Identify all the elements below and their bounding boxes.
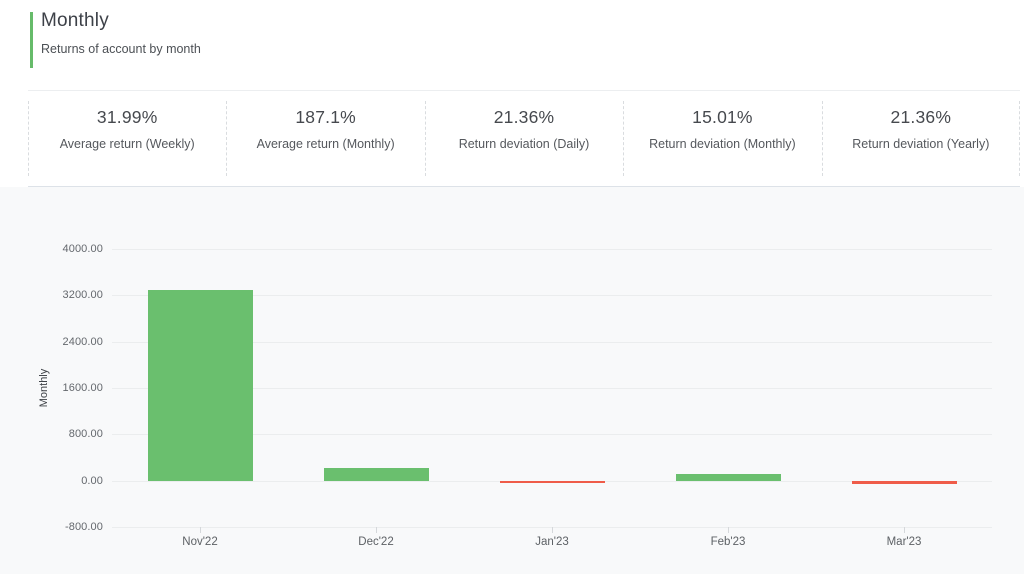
x-axis-tick — [552, 526, 553, 533]
stat-card: 187.1% Average return (Monthly) — [226, 91, 424, 186]
x-axis-category-label: Dec'22 — [358, 535, 394, 548]
stat-value: 187.1% — [295, 107, 356, 127]
y-axis-tick-label: 1600.00 — [62, 381, 103, 394]
chart-section: Monthly 4000.00 3200.00 2400.00 1600.00 800.… — [0, 187, 1024, 574]
stat-label: Return deviation (Yearly) — [852, 137, 990, 151]
bar-Nov'22[interactable] — [147, 290, 253, 481]
y-axis-tick-label: 3200.00 — [62, 289, 103, 302]
x-axis-category-label: Feb'23 — [710, 535, 746, 548]
stat-label: Average return (Monthly) — [256, 137, 395, 151]
gridline — [112, 341, 992, 343]
page-subtitle: Returns of account by month — [41, 42, 201, 56]
stat-value: 21.36% — [493, 107, 555, 127]
stat-value: 31.99% — [96, 107, 158, 127]
gridline — [112, 295, 992, 297]
bar-Mar'23[interactable] — [851, 480, 957, 484]
stat-card: 31.99% Average return (Weekly) — [28, 91, 226, 186]
stat-label: Return deviation (Monthly) — [649, 137, 796, 151]
y-axis-tick-label: 0.00 — [81, 474, 103, 487]
header-accent-bar — [30, 12, 33, 68]
x-axis-tick — [200, 526, 201, 533]
stats-row: 31.99% Average return (Weekly) 187.1% Av… — [28, 90, 1021, 187]
gridline — [112, 387, 992, 389]
gridline — [112, 249, 992, 250]
bar-Dec'22[interactable] — [323, 468, 429, 481]
x-axis-category-label: Jan'23 — [535, 535, 569, 548]
stat-label: Average return (Weekly) — [59, 137, 195, 151]
x-axis-tick — [376, 526, 377, 533]
y-axis-tick-label: -800.00 — [64, 520, 103, 533]
x-axis-tick — [728, 526, 729, 533]
stat-value: 21.36% — [890, 107, 952, 127]
y-axis-tick-label: 2400.00 — [62, 335, 103, 348]
stat-card: 21.36% Return deviation (Daily) — [424, 91, 623, 186]
x-axis-category-label: Nov'22 — [182, 535, 218, 548]
stat-label: Return deviation (Daily) — [458, 137, 590, 151]
panel-header: Monthly Returns of account by month — [30, 10, 201, 68]
stat-value: 15.01% — [692, 107, 753, 127]
y-axis-tick-label: 800.00 — [68, 428, 103, 441]
stat-card: 15.01% Return deviation (Monthly) — [623, 91, 821, 186]
stat-card: 21.36% Return deviation (Yearly) — [821, 91, 1021, 186]
y-axis-tick-label: 4000.00 — [62, 243, 103, 255]
page-title: Monthly — [41, 10, 109, 31]
gridline — [112, 434, 992, 436]
bar-Feb'23[interactable] — [675, 473, 781, 481]
x-axis-tick — [904, 526, 905, 533]
x-axis-category-label: Mar'23 — [886, 535, 922, 548]
bar-Jan'23[interactable] — [499, 480, 605, 484]
